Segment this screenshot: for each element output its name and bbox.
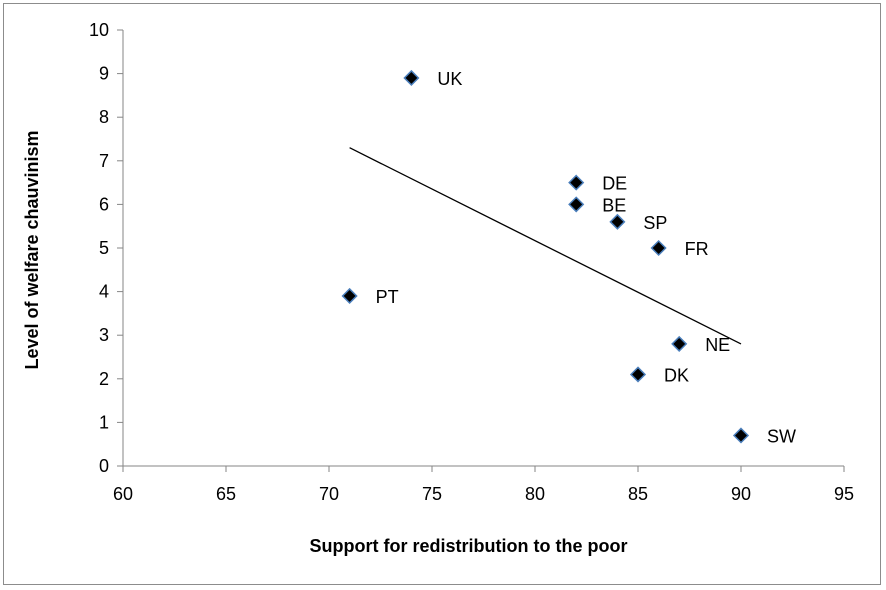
data-point-ne — [671, 335, 688, 352]
x-tick-label: 95 — [834, 484, 854, 504]
point-label-fr: FR — [685, 239, 709, 259]
y-tick-label: 3 — [99, 325, 109, 345]
data-point-fr — [650, 239, 667, 257]
point-label-dk: DK — [664, 365, 689, 385]
chart-frame — [3, 3, 881, 585]
data-point-dk — [629, 366, 647, 383]
point-label-pt: PT — [376, 287, 399, 307]
data-point-de — [568, 174, 585, 191]
data-point-pt — [341, 287, 358, 305]
point-label-de: DE — [602, 174, 627, 194]
x-tick-label: 70 — [319, 484, 339, 504]
trendline — [349, 147, 742, 345]
y-tick-label: 6 — [99, 194, 109, 214]
x-tick-label: 90 — [731, 484, 751, 504]
data-point-sp — [609, 213, 626, 230]
y-tick-label: 2 — [99, 369, 109, 389]
y-tick-label: 1 — [99, 412, 109, 432]
point-label-be: BE — [602, 195, 626, 215]
point-label-uk: UK — [437, 69, 462, 89]
x-axis-title: Support for redistribution to the poor — [310, 536, 628, 556]
x-tick-label: 75 — [422, 484, 442, 504]
data-point-sw — [732, 427, 750, 444]
y-axis-title: Level of welfare chauvinism — [22, 130, 42, 369]
x-tick-label: 65 — [216, 484, 236, 504]
data-point-uk — [403, 69, 420, 87]
y-tick-label: 9 — [99, 64, 109, 84]
y-tick-label: 5 — [99, 238, 109, 258]
point-label-sp: SP — [643, 213, 667, 233]
y-tick-label: 10 — [89, 20, 109, 40]
x-tick-label: 60 — [113, 484, 133, 504]
y-tick-label: 0 — [99, 456, 109, 476]
y-tick-label: 8 — [99, 107, 109, 127]
point-label-sw: SW — [767, 426, 796, 446]
y-tick-label: 7 — [99, 151, 109, 171]
y-tick-label: 4 — [99, 282, 109, 302]
point-label-ne: NE — [705, 335, 730, 355]
data-point-be — [568, 196, 585, 213]
x-tick-label: 80 — [525, 484, 545, 504]
x-tick-label: 85 — [628, 484, 648, 504]
